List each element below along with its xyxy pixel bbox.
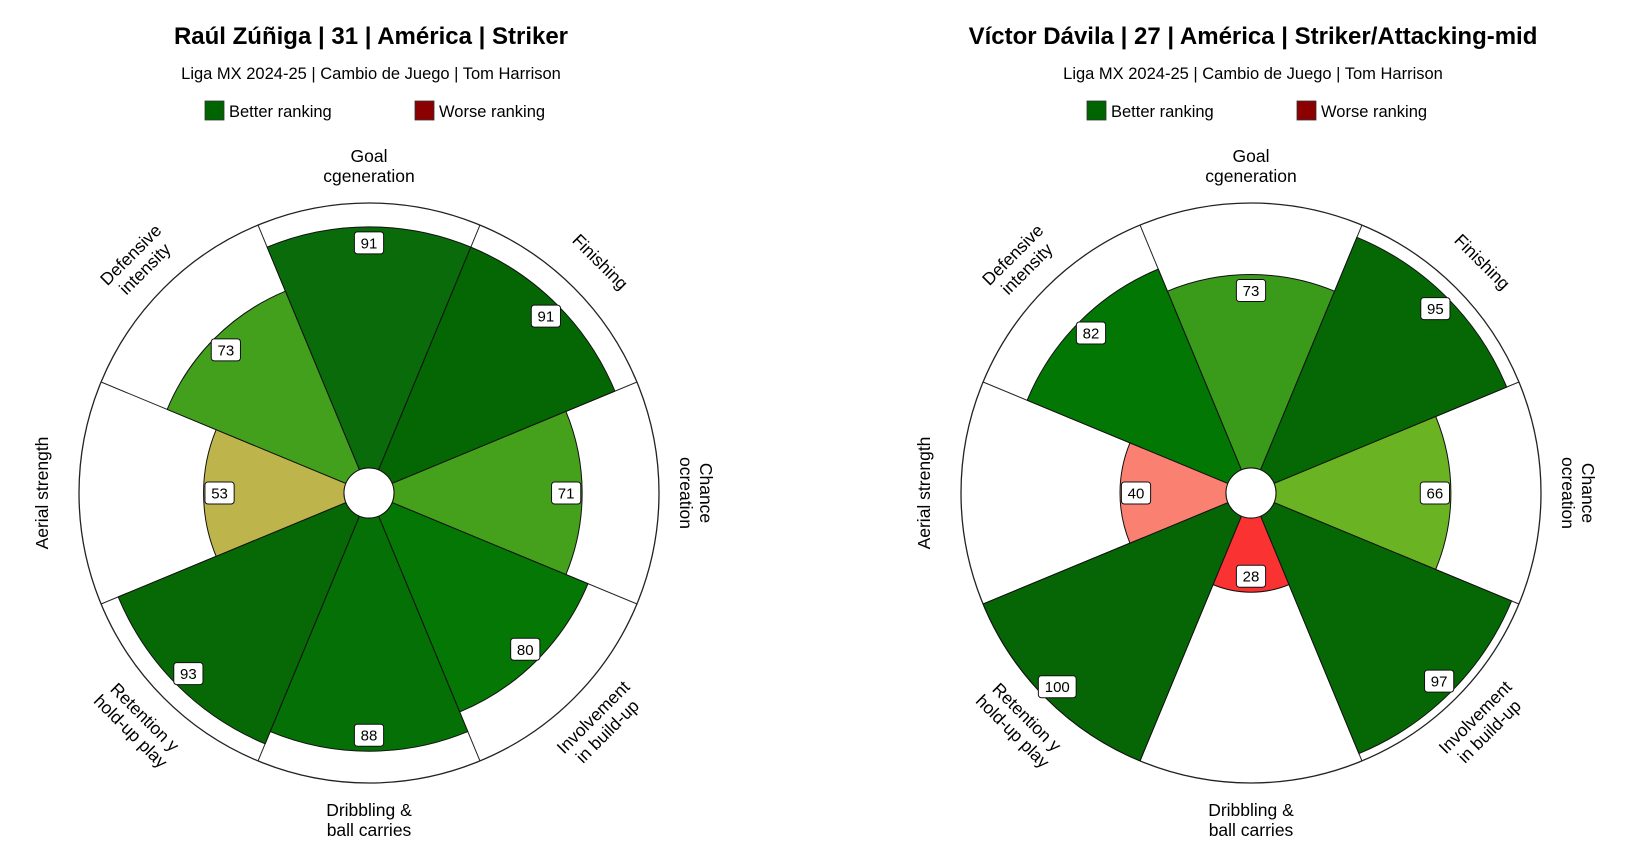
category-label-line: Chance [1578, 463, 1598, 523]
value-label-box [510, 637, 541, 661]
value-label: 100 [1037, 675, 1077, 699]
legend-worse-label: Worse ranking [1321, 103, 1427, 121]
value-label: 73 [210, 338, 241, 362]
value-label-text: 28 [1243, 569, 1260, 586]
value-label: 66 [1419, 481, 1451, 505]
value-label-box [353, 723, 385, 747]
value-label-box [1235, 279, 1267, 303]
category-label-line: ocreation [1558, 457, 1578, 529]
value-label: 97 [1424, 669, 1455, 693]
category-label-line: Goal [351, 146, 388, 166]
category-label-chance-ocreation: Chanceocreation [1558, 457, 1598, 529]
value-label-text: 66 [1427, 486, 1444, 503]
value-label-box [173, 662, 204, 686]
category-label-line: Dribbling & [1208, 800, 1294, 820]
value-label-box [1075, 321, 1107, 345]
category-label-line: ball carries [1209, 820, 1294, 840]
legend-worse-label: Worse ranking [439, 103, 545, 121]
value-label-box [1420, 297, 1451, 321]
center-hole [1225, 467, 1277, 519]
value-label: 88 [353, 723, 385, 747]
category-label-line: Aerial strength [914, 437, 934, 550]
category-label-aerial-strength: Aerial strength [32, 437, 52, 550]
value-label-text: 97 [1431, 674, 1448, 691]
value-label: 82 [1075, 321, 1107, 345]
category-label-dribbling-ball-carries: Dribbling & ball carries [1208, 800, 1294, 840]
value-label-text: 91 [361, 235, 378, 252]
player-chart-right: Víctor Dávila | 27 | América | Striker/A… [914, 23, 1598, 840]
value-label: 40 [1120, 481, 1152, 505]
legend-better-swatch [204, 100, 225, 121]
category-label-finishing: Finishing [568, 230, 632, 294]
legend-better-label: Better ranking [1111, 103, 1214, 121]
value-label-box [353, 231, 385, 255]
legend-worse-swatch [1296, 100, 1317, 121]
value-label-text: 100 [1045, 679, 1070, 696]
category-label-line: Finishing [1450, 230, 1514, 294]
value-label-text: 91 [538, 309, 555, 326]
value-label: 93 [173, 662, 204, 686]
value-label-box [1120, 481, 1152, 505]
value-label-box [1037, 675, 1077, 699]
value-label-box [1235, 564, 1267, 588]
value-label: 73 [1235, 279, 1267, 303]
category-label-line: ocreation [676, 457, 696, 529]
value-label-text: 73 [218, 342, 235, 359]
legend-better-swatch [1086, 100, 1107, 121]
value-label-text: 93 [180, 666, 197, 683]
value-label: 71 [551, 481, 582, 505]
value-label: 28 [1235, 564, 1267, 588]
chart-title: Raúl Zúñiga | 31 | América | Striker [174, 23, 568, 50]
value-label-box [204, 481, 235, 505]
center-hole [343, 467, 395, 519]
value-label-box [551, 481, 582, 505]
value-label-box [1419, 481, 1451, 505]
category-label-line: Dribbling & [326, 800, 412, 820]
category-label-finishing: Finishing [1450, 230, 1514, 294]
radial-bars: 91 91 71 80 88 93 53 73 Goal cgeneration Finishing… [32, 146, 716, 840]
value-label-text: 80 [517, 642, 534, 659]
category-label-line: cgeneration [1205, 166, 1296, 186]
chart-subtitle: Liga MX 2024-25 | Cambio de Juego | Tom … [181, 65, 561, 83]
legend: Better ranking Worse ranking [1086, 100, 1427, 121]
value-label-text: 88 [361, 728, 378, 745]
legend-worse-swatch [414, 100, 435, 121]
category-label-line: Finishing [568, 230, 632, 294]
value-label-box [210, 338, 241, 362]
category-label-line: ball carries [327, 820, 412, 840]
value-label-box [530, 304, 561, 328]
legend-better-label: Better ranking [229, 103, 332, 121]
category-label-aerial-strength: Aerial strength [914, 437, 934, 550]
value-label: 95 [1420, 297, 1451, 321]
value-label: 91 [530, 304, 561, 328]
category-label-line: cgeneration [323, 166, 414, 186]
radial-bars: 73 95 66 97 28 100 40 82 Goal cgeneration Finishin… [914, 146, 1598, 840]
value-label-text: 73 [1243, 283, 1260, 300]
value-label: 80 [510, 637, 541, 661]
value-label-text: 40 [1128, 486, 1145, 503]
value-label-box [1424, 669, 1455, 693]
value-label: 53 [204, 481, 235, 505]
player-chart-left: Raúl Zúñiga | 31 | América | Striker Lig… [32, 23, 716, 840]
chart-subtitle: Liga MX 2024-25 | Cambio de Juego | Tom … [1063, 65, 1443, 83]
category-label-goal-cgeneration: Goal cgeneration [323, 146, 414, 186]
value-label-text: 82 [1083, 325, 1100, 342]
category-label-dribbling-ball-carries: Dribbling & ball carries [326, 800, 412, 840]
category-label-line: Aerial strength [32, 437, 52, 550]
category-label-line: Chance [696, 463, 716, 523]
category-label-chance-ocreation: Chanceocreation [676, 457, 716, 529]
value-label: 91 [353, 231, 385, 255]
chart-title: Víctor Dávila | 27 | América | Striker/A… [969, 23, 1538, 50]
legend: Better ranking Worse ranking [204, 100, 545, 121]
value-label-text: 53 [211, 486, 228, 503]
value-label-text: 95 [1427, 301, 1444, 318]
category-label-line: Goal [1233, 146, 1270, 166]
category-label-goal-cgeneration: Goal cgeneration [1205, 146, 1296, 186]
value-label-text: 71 [558, 486, 575, 503]
